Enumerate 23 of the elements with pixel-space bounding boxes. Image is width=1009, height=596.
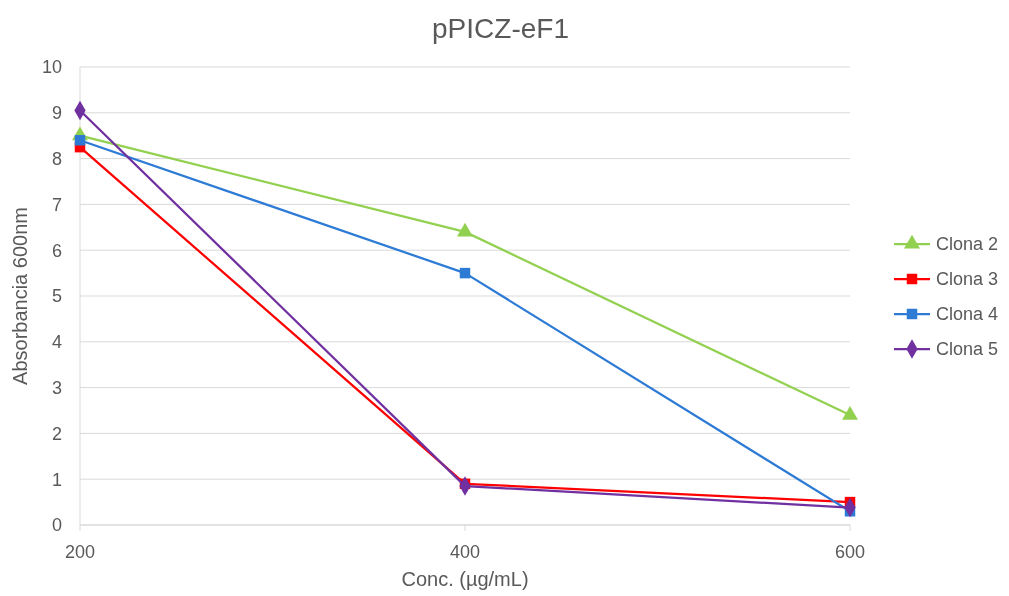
- y-tick-label: 1: [51, 469, 62, 490]
- y-tick-label: 3: [51, 377, 62, 398]
- y-axis-title: Absorbancia 600nm: [9, 207, 31, 385]
- y-tick-label: 0: [51, 515, 62, 536]
- legend-label: Clona 2: [936, 234, 999, 255]
- point: [459, 267, 471, 279]
- y-tick-label: 10: [41, 57, 62, 78]
- x-tick-label: 200: [64, 542, 96, 562]
- y-tick-label: 6: [51, 240, 62, 261]
- y-tick-label: 9: [51, 103, 62, 124]
- y-tick-label: 7: [51, 194, 62, 215]
- point: [74, 135, 86, 146]
- legend-label: Clona 3: [936, 269, 999, 290]
- y-tick-label: 5: [51, 286, 62, 307]
- legend-label: Clona 4: [936, 304, 999, 325]
- x-tick-label: 600: [834, 542, 866, 562]
- legend-label: Clona 5: [936, 339, 999, 360]
- y-tick-label: 2: [51, 423, 62, 444]
- y-tick-label: 4: [51, 332, 62, 353]
- x-tick-label: 400: [449, 542, 481, 562]
- y-tick-label: 8: [51, 148, 62, 169]
- chart-title: pPICZ-eF1: [432, 13, 569, 44]
- x-axis-title: Conc. (µg/mL): [401, 568, 529, 590]
